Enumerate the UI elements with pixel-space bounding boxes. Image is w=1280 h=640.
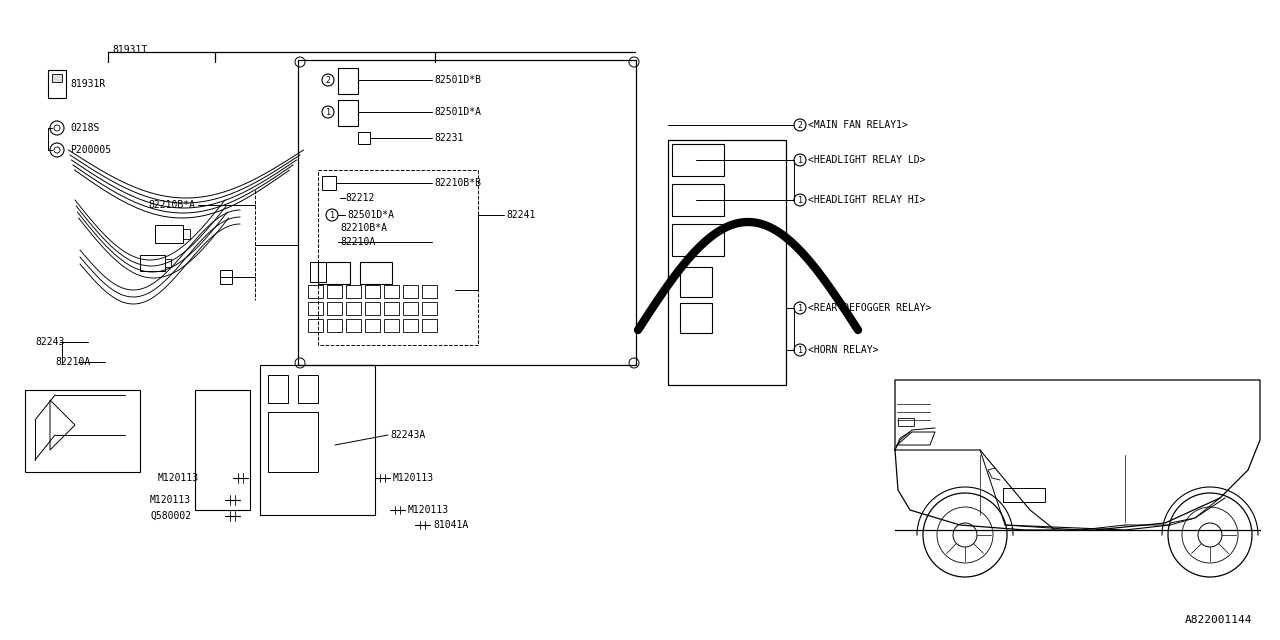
Bar [672,144,724,176]
Text: 82241: 82241 [506,210,535,220]
Bar [346,319,361,332]
Bar [668,140,786,385]
Bar [384,285,399,298]
Text: <HORN RELAY>: <HORN RELAY> [808,345,878,355]
Bar [52,74,61,82]
Bar [403,319,419,332]
Bar [384,302,399,315]
Text: 82243: 82243 [35,337,64,347]
Bar [365,285,380,298]
Text: 81931T: 81931T [113,45,147,55]
Bar [317,170,477,345]
Text: <HEADLIGHT RELAY HI>: <HEADLIGHT RELAY HI> [808,195,925,205]
Text: 82501D*A: 82501D*A [434,107,481,117]
Text: 2: 2 [325,76,330,84]
Bar [338,68,358,94]
Bar [323,176,337,190]
Text: 82210B*A: 82210B*A [148,200,195,210]
Bar [155,225,183,243]
Text: <REAR DEFOGGER RELAY>: <REAR DEFOGGER RELAY> [808,303,932,313]
Bar [365,302,380,315]
Bar [422,302,436,315]
Text: 82212: 82212 [346,193,374,203]
Bar [310,262,326,282]
Bar [268,412,317,472]
Bar [308,319,323,332]
Text: 1: 1 [797,303,803,312]
Text: 81041A: 81041A [433,520,468,530]
Bar [672,224,724,256]
Text: 82501D*A: 82501D*A [347,210,394,220]
Bar [326,319,342,332]
Bar [403,285,419,298]
Text: 1: 1 [797,346,803,355]
Text: 82243A: 82243A [390,430,425,440]
Bar [672,184,724,216]
Bar [346,302,361,315]
Bar [384,319,399,332]
Bar [326,302,342,315]
Bar [680,303,712,333]
Bar [360,262,392,284]
Bar [899,418,914,426]
Bar [298,375,317,403]
Bar [268,375,288,403]
Text: 82210B*A: 82210B*A [340,223,387,233]
Text: 1: 1 [797,195,803,205]
Text: 82501D*B: 82501D*B [434,75,481,85]
Text: A822001144: A822001144 [1185,615,1253,625]
Bar [365,319,380,332]
Bar [195,390,250,510]
Text: M120113: M120113 [408,505,449,515]
Bar [1004,488,1044,502]
Bar [49,70,67,98]
Text: <HEADLIGHT RELAY LD>: <HEADLIGHT RELAY LD> [808,155,925,165]
Text: 81931R: 81931R [70,79,105,89]
Text: 82210B*B: 82210B*B [434,178,481,188]
Bar [140,255,165,271]
Text: 82210A: 82210A [340,237,375,247]
Text: Q580002: Q580002 [150,511,191,521]
Text: P200005: P200005 [70,145,111,155]
Bar [346,285,361,298]
Bar [220,270,232,284]
Text: 1: 1 [329,211,334,220]
Bar [165,259,172,267]
Bar [308,285,323,298]
Bar [403,302,419,315]
Bar [422,285,436,298]
Bar [298,60,636,365]
Text: M120113: M120113 [150,495,191,505]
Bar [338,100,358,126]
Bar [422,319,436,332]
Text: M120113: M120113 [157,473,200,483]
Bar [317,262,349,284]
Text: 2: 2 [797,120,803,129]
Text: 1: 1 [325,108,330,116]
Text: <MAIN FAN RELAY1>: <MAIN FAN RELAY1> [808,120,908,130]
Text: 0218S: 0218S [70,123,100,133]
Text: 82210A: 82210A [55,357,91,367]
Bar [358,132,370,144]
Text: M120113: M120113 [393,473,434,483]
Bar [26,390,140,472]
Bar [680,267,712,297]
Bar [183,229,189,239]
Text: 82231: 82231 [434,133,463,143]
Bar [326,285,342,298]
Bar [260,365,375,515]
Bar [308,302,323,315]
Text: 1: 1 [797,156,803,164]
